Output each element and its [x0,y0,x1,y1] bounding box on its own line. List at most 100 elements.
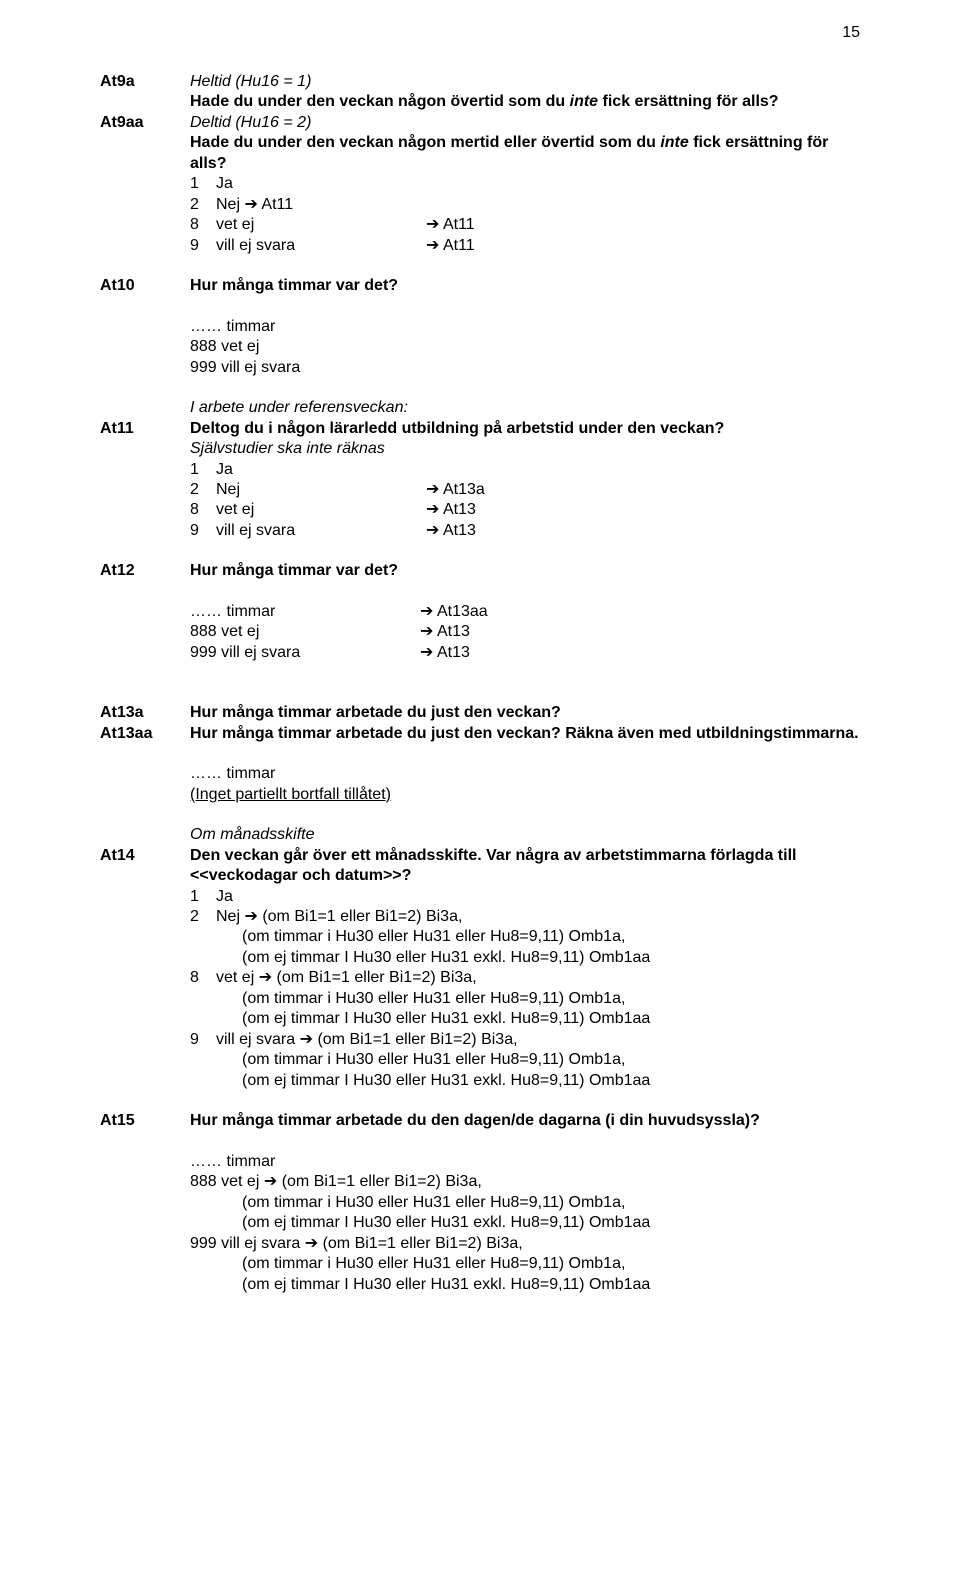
at9aa-question-row: Hade du under den veckan någon mertid el… [100,133,860,174]
at15-ans: …… timmar 888 vet ej ➔ (om Bi1=1 eller B… [100,1152,860,1295]
cond-line: (om ej timmar I Hu30 eller Hu31 exkl. Hu… [190,1275,860,1295]
opt-row: 9 vill ej svara ➔ At13 [190,521,860,541]
at9a-intro: Heltid (Hu16 = 1) [190,72,860,92]
at15-ans-body: …… timmar 888 vet ej ➔ (om Bi1=1 eller B… [190,1152,860,1295]
at13aa-row: At13aa Hur många timmar arbetade du just… [100,724,860,744]
at9a-q-pre: Hade du under den veckan någon övertid s… [190,93,570,110]
arrow-text: ➔ At13 [426,521,860,541]
999-pre: 999 vill ej svara ➔ [190,1235,323,1252]
opt-text: vet ej [216,500,426,520]
arrow-text: ➔ At11 [426,215,860,235]
opt-row: 8 vet ej ➔ At11 [190,215,860,235]
opt-row: 888 vet ej ➔ At13 [190,622,860,642]
opt-num: 9 [190,1030,216,1050]
arrow-text: ➔ At11 [426,236,860,256]
opt-text: vet ej ➔ (om Bi1=1 eller Bi1=2) Bi3a, [216,968,860,988]
at9aa-q-pre: Hade du under den veckan någon mertid el… [190,134,660,151]
at9aa-question: Hade du under den veckan någon mertid el… [190,133,860,174]
cond-text: (om Bi1=1 eller Bi1=2) Bi3a, [317,1031,517,1048]
arrow-text: ➔ At13 [420,622,860,642]
at14-question: Den veckan går över ett månadsskifte. Va… [190,846,860,887]
at9a-label: At9a [100,72,190,92]
at12-label: At12 [100,561,190,581]
opt-text: vill ej svara [216,236,426,256]
opt-row: 1 Ja [190,887,860,907]
villes-pre: vill ej svara ➔ [216,1031,317,1048]
arrow-text: ➔ At13 [426,500,860,520]
timmar-line: …… timmar [190,764,860,784]
timmar-line: …… timmar [190,602,420,622]
opt-row: 8 vet ej ➔ (om Bi1=1 eller Bi1=2) Bi3a, [190,968,860,988]
888-line: 888 vet ej [190,337,860,357]
at14-opts-body: 1 Ja 2 Nej ➔ (om Bi1=1 eller Bi1=2) Bi3a… [190,887,860,1092]
cond-line: (om timmar i Hu30 eller Hu31 eller Hu8=9… [190,1254,860,1274]
opt-row: 8 vet ej ➔ At13 [190,500,860,520]
opt-text: vet ej [216,215,426,235]
arrow-text: ➔ At13a [426,480,860,500]
opt-num: 8 [190,215,216,235]
at14-intro: Om månadsskifte [190,825,860,845]
at9aa-intro: Deltid (Hu16 = 2) [190,113,860,133]
at15-question: Hur många timmar arbetade du den dagen/d… [190,1111,860,1131]
cond-line: (om ej timmar I Hu30 eller Hu31 exkl. Hu… [190,1071,860,1091]
at13aa-label: At13aa [100,724,190,744]
cond-line: (om timmar i Hu30 eller Hu31 eller Hu8=9… [190,1050,860,1070]
opt-text: vill ej svara ➔ (om Bi1=1 eller Bi1=2) B… [216,1030,860,1050]
at13a-row: At13a Hur många timmar arbetade du just … [100,703,860,723]
cond-line: (om timmar i Hu30 eller Hu31 eller Hu8=9… [190,927,860,947]
at15-label: At15 [100,1111,190,1131]
at9-opts-body: 1 Ja 2 Nej ➔ At11 8 vet ej ➔ At11 9 vill… [190,174,860,256]
at9aa-body: Deltid (Hu16 = 2) [190,113,860,133]
at12-question: Hur många timmar var det? [190,561,860,581]
at9aa-q-italic: inte [660,134,688,151]
opt-num: 1 [190,887,216,907]
cond-line: (om timmar i Hu30 eller Hu31 eller Hu8=9… [190,1193,860,1213]
opt-num: 8 [190,968,216,988]
at14-options: 1 Ja 2 Nej ➔ (om Bi1=1 eller Bi1=2) Bi3a… [100,887,860,1092]
at11-intro: I arbete under referensveckan: [190,398,860,418]
nej-pre: Nej ➔ [216,908,262,925]
opt-row: 2 Nej ➔ (om Bi1=1 eller Bi1=2) Bi3a, [190,907,860,927]
888-line: 888 vet ej [190,622,420,642]
opt-num: 8 [190,500,216,520]
at13a-label: At13a [100,703,190,723]
at9a-q-post: fick ersättning för alls? [598,93,778,110]
opt-text: Ja [216,887,860,907]
at9aa-row: At9aa Deltid (Hu16 = 2) [100,113,860,133]
at13-ans-body: …… timmar (Inget partiellt bortfall till… [190,764,860,805]
at13aa-question: Hur många timmar arbetade du just den ve… [190,724,860,744]
opt-num: 9 [190,236,216,256]
opt-row: 9 vill ej svara ➔ At11 [190,236,860,256]
opt-num: 1 [190,174,216,194]
at10-ans-body: …… timmar 888 vet ej 999 vill ej svara [190,317,860,378]
document-page: 15 At9a Heltid (Hu16 = 1) Hade du under … [0,0,960,1579]
cond-line: (om ej timmar I Hu30 eller Hu31 exkl. Hu… [190,1009,860,1029]
at11-row: At11 Deltog du i någon lärarledd utbildn… [100,419,860,439]
at14-label: At14 [100,846,190,866]
999-line: 999 vill ej svara ➔ (om Bi1=1 eller Bi1=… [190,1234,860,1254]
at11-options: 1 Ja 2 Nej ➔ At13a 8 vet ej ➔ At13 9 vil… [100,460,860,542]
opt-num: 2 [190,480,216,500]
888-pre: 888 vet ej ➔ [190,1173,282,1190]
at12-ans: …… timmar ➔ At13aa 888 vet ej ➔ At13 999… [100,602,860,663]
at11-opts-body: 1 Ja 2 Nej ➔ At13a 8 vet ej ➔ At13 9 vil… [190,460,860,542]
at11-intro-row: I arbete under referensveckan: [100,398,860,418]
arrow-text: ➔ At13 [420,643,860,663]
opt-text: Ja [216,460,426,480]
at9a-row: At9a Heltid (Hu16 = 1) [100,72,860,92]
opt-text: Nej [216,480,426,500]
opt-row: 2 Nej ➔ At11 [190,195,860,215]
opt-num: 2 [190,907,216,927]
at13a-question: Hur många timmar arbetade du just den ve… [190,703,860,723]
arrow-text: ➔ At13aa [420,602,860,622]
at14-intro-row: Om månadsskifte [100,825,860,845]
at10-ans: …… timmar 888 vet ej 999 vill ej svara [100,317,860,378]
opt-row: 1 Ja [190,460,860,480]
at9a-body: Heltid (Hu16 = 1) [190,72,860,92]
cond-line: (om ej timmar I Hu30 eller Hu31 exkl. Hu… [190,948,860,968]
at11-label: At11 [100,419,190,439]
at9a-q-italic: inte [570,93,598,110]
at14-row: At14 Den veckan går över ett månadsskift… [100,846,860,887]
at9-options: 1 Ja 2 Nej ➔ At11 8 vet ej ➔ At11 9 vill… [100,174,860,256]
at10-label: At10 [100,276,190,296]
